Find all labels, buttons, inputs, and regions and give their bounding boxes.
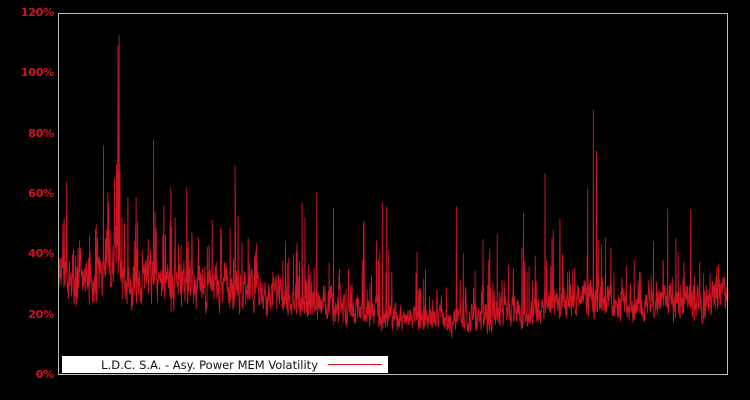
- y-tick-label-120: 120%: [20, 6, 54, 19]
- y-tick-label-60: 60%: [28, 187, 54, 200]
- plot-area: [58, 13, 728, 375]
- y-tick-label-20: 20%: [28, 307, 54, 321]
- legend-line-sample-icon: [328, 364, 382, 365]
- series-volatility: [59, 14, 727, 374]
- series-line-path: [59, 35, 727, 338]
- y-tick-label-100: 100%: [20, 66, 54, 80]
- legend-label: L.D.C. S.A. - Asy. Power MEM Volatility: [101, 357, 318, 372]
- y-axis: 0% 20% 40% 60% 80% 100% 120%: [0, 0, 54, 400]
- y-tick-label-40: 40%: [28, 247, 54, 261]
- y-tick-label-0: 0%: [35, 368, 54, 381]
- y-tick-label-80: 80%: [28, 126, 54, 140]
- legend: L.D.C. S.A. - Asy. Power MEM Volatility: [62, 356, 388, 373]
